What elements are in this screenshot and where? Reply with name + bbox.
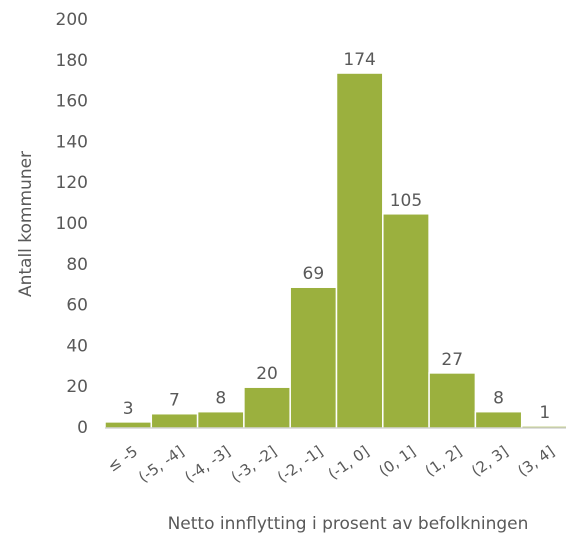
x-axis-title: Netto innflytting i prosent av befolknin… — [168, 514, 529, 534]
y-axis-title: Antall kommuner — [16, 151, 36, 297]
x-tick-label: (-4, -3] — [181, 442, 233, 486]
y-tick-label: 80 — [66, 255, 88, 275]
data-label: 8 — [493, 389, 504, 409]
y-tick-label: 140 — [56, 132, 88, 152]
data-label: 7 — [169, 391, 180, 411]
bar — [196, 410, 245, 429]
y-tick-label: 40 — [66, 336, 88, 356]
bar — [289, 286, 338, 429]
y-tick-label: 60 — [66, 296, 88, 316]
y-tick-label: 180 — [56, 51, 88, 71]
y-tick-label: 20 — [66, 377, 88, 397]
bar — [474, 410, 523, 429]
bar — [150, 412, 199, 429]
bar — [104, 421, 153, 429]
x-tick-label: (-3, -2] — [228, 442, 280, 486]
data-label: 27 — [441, 350, 463, 370]
x-tick-label: (-5, -4] — [135, 442, 187, 486]
bar — [428, 372, 477, 429]
y-tick-label: 200 — [56, 10, 88, 30]
data-label: 20 — [256, 364, 278, 384]
data-label: 1 — [539, 403, 550, 423]
x-tick-label: (-2, -1] — [274, 442, 326, 486]
x-tick-label: (0, 1] — [375, 442, 418, 480]
bar — [243, 386, 291, 429]
data-label: 174 — [343, 50, 375, 70]
x-tick-label: (1, 2] — [422, 442, 465, 480]
data-label: 69 — [303, 264, 325, 284]
y-tick-label: 0 — [77, 418, 88, 438]
data-label: 3 — [123, 399, 134, 419]
x-tick-label: (-1, 0] — [325, 442, 373, 483]
x-tick-label: (3, 4] — [514, 442, 557, 480]
y-tick-label: 120 — [56, 173, 88, 193]
bar — [382, 213, 430, 429]
data-label: 8 — [215, 389, 226, 409]
bar — [335, 72, 384, 429]
y-tick-label: 100 — [56, 214, 88, 234]
y-tick-label: 160 — [56, 92, 88, 112]
data-label: 105 — [390, 191, 422, 211]
x-tick-label: (2, 3] — [468, 442, 511, 480]
